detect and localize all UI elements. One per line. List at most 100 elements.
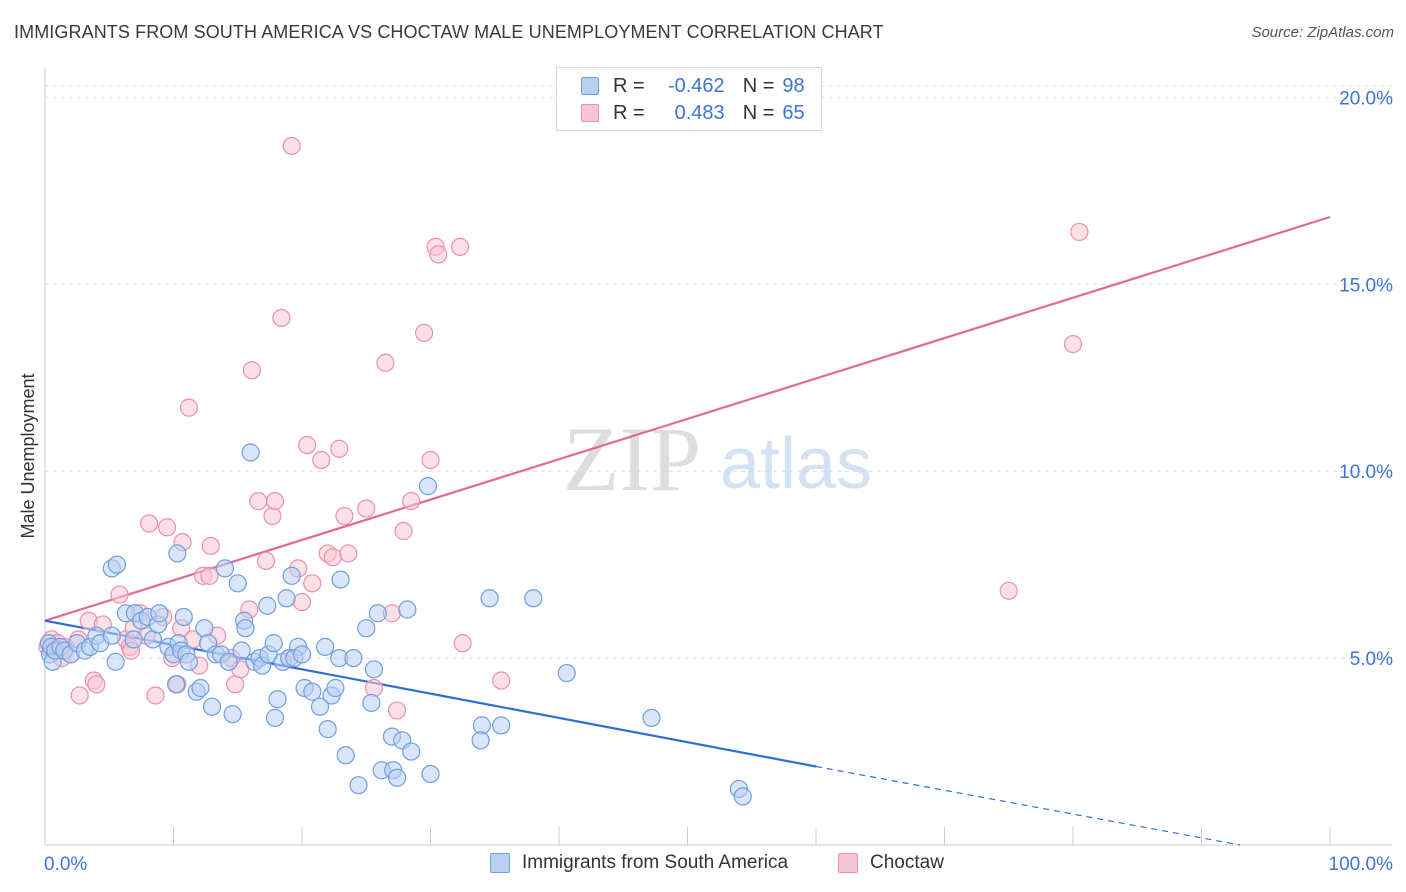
chart-title: IMMIGRANTS FROM SOUTH AMERICA VS CHOCTAW…	[14, 22, 884, 42]
point-choctaw	[298, 435, 317, 455]
point-immigrants	[236, 619, 255, 638]
legend-item-choctaw: Choctaw	[838, 852, 944, 874]
y-tick-label: 10.0%	[1339, 462, 1393, 483]
point-immigrants	[195, 619, 214, 638]
point-choctaw	[263, 506, 282, 526]
legend-row-blue: R = -0.462 N = 98	[581, 73, 805, 99]
point-choctaw	[200, 566, 219, 585]
legend-r-value: 0.483	[674, 101, 725, 124]
legend-label: Immigrants from South America	[522, 852, 789, 873]
point-choctaw	[429, 245, 448, 264]
point-choctaw	[1063, 334, 1083, 354]
point-immigrants	[310, 697, 330, 716]
legend-swatch-pink	[581, 104, 599, 122]
trend-lines	[44, 215, 1331, 846]
point-immigrants	[191, 678, 210, 698]
point-immigrants	[642, 708, 661, 728]
legend-r-value: -0.462	[667, 74, 725, 97]
point-choctaw	[357, 499, 376, 518]
trend-line-immigrants-extension	[815, 765, 1241, 846]
x-tick-label: 100.0%	[1329, 854, 1394, 875]
point-immigrants	[124, 630, 143, 649]
data-points	[38, 136, 1089, 806]
point-choctaw	[242, 361, 261, 380]
point-choctaw	[330, 439, 349, 458]
point-choctaw	[256, 551, 276, 571]
legend-item-immigrants: Immigrants from South America	[490, 852, 788, 874]
point-immigrants	[102, 626, 121, 645]
point-immigrants	[398, 600, 417, 619]
point-immigrants	[282, 566, 301, 585]
point-choctaw	[335, 506, 354, 526]
point-immigrants	[471, 731, 490, 750]
correlation-legend: R = -0.462 N = 98 R = 0.483 N = 65	[556, 67, 822, 131]
source-label: Source: ZipAtlas.com	[1251, 24, 1394, 41]
point-immigrants	[303, 682, 322, 701]
point-immigrants	[179, 652, 199, 671]
point-choctaw	[249, 491, 268, 511]
point-choctaw	[87, 675, 106, 694]
point-immigrants	[223, 705, 242, 724]
point-immigrants	[241, 443, 260, 462]
point-choctaw	[323, 548, 342, 567]
point-choctaw	[999, 581, 1018, 600]
point-immigrants	[268, 690, 287, 709]
legend-swatch-pink	[838, 853, 858, 873]
point-choctaw	[394, 521, 413, 541]
point-immigrants	[524, 589, 543, 608]
legend-label: Choctaw	[870, 852, 944, 873]
point-immigrants	[368, 604, 387, 623]
point-choctaw	[450, 237, 470, 257]
legend-n-value: 98	[782, 74, 805, 97]
point-immigrants	[316, 637, 335, 656]
point-immigrants	[174, 607, 193, 627]
x-tick-label: 0.0%	[44, 854, 87, 875]
point-choctaw	[179, 398, 199, 417]
point-immigrants	[344, 648, 363, 668]
point-immigrants	[265, 708, 285, 728]
point-immigrants	[107, 555, 127, 574]
watermark-atlas: atlas	[720, 424, 872, 504]
point-choctaw	[364, 678, 384, 698]
point-immigrants	[215, 559, 234, 578]
point-immigrants	[326, 678, 345, 698]
point-choctaw	[376, 353, 395, 372]
point-immigrants	[258, 596, 277, 615]
point-choctaw	[292, 592, 312, 612]
point-immigrants	[219, 652, 238, 671]
point-choctaw	[387, 701, 407, 720]
point-choctaw	[339, 544, 358, 563]
point-choctaw	[70, 686, 89, 705]
point-immigrants	[418, 477, 438, 496]
legend-r-label: R =	[613, 74, 645, 97]
point-immigrants	[150, 604, 169, 623]
legend-swatch-blue	[581, 77, 599, 95]
legend-n-label: N =	[742, 101, 775, 124]
point-immigrants	[402, 742, 421, 761]
point-immigrants	[166, 675, 186, 694]
point-immigrants	[349, 776, 368, 795]
axes	[44, 68, 1392, 846]
trend-line-choctaw	[44, 215, 1331, 622]
point-immigrants	[228, 574, 247, 593]
legend-r-label: R =	[613, 101, 645, 124]
point-immigrants	[492, 716, 511, 735]
point-immigrants	[336, 746, 355, 765]
point-immigrants	[277, 589, 296, 608]
legend-row-pink: R = 0.483 N = 65	[581, 100, 805, 126]
point-choctaw	[1070, 222, 1089, 242]
point-immigrants	[421, 764, 440, 784]
point-immigrants	[264, 634, 283, 653]
point-choctaw	[492, 671, 511, 690]
legend-n-label: N =	[742, 74, 775, 97]
watermark-zip: ZIP	[563, 408, 701, 510]
point-choctaw	[110, 585, 129, 604]
point-choctaw	[272, 308, 291, 328]
point-immigrants	[557, 663, 576, 683]
point-immigrants	[318, 720, 337, 739]
y-axis-label: Male Unemployment	[18, 373, 38, 538]
point-choctaw	[312, 450, 331, 470]
point-choctaw	[201, 536, 220, 556]
point-immigrants	[292, 645, 312, 664]
